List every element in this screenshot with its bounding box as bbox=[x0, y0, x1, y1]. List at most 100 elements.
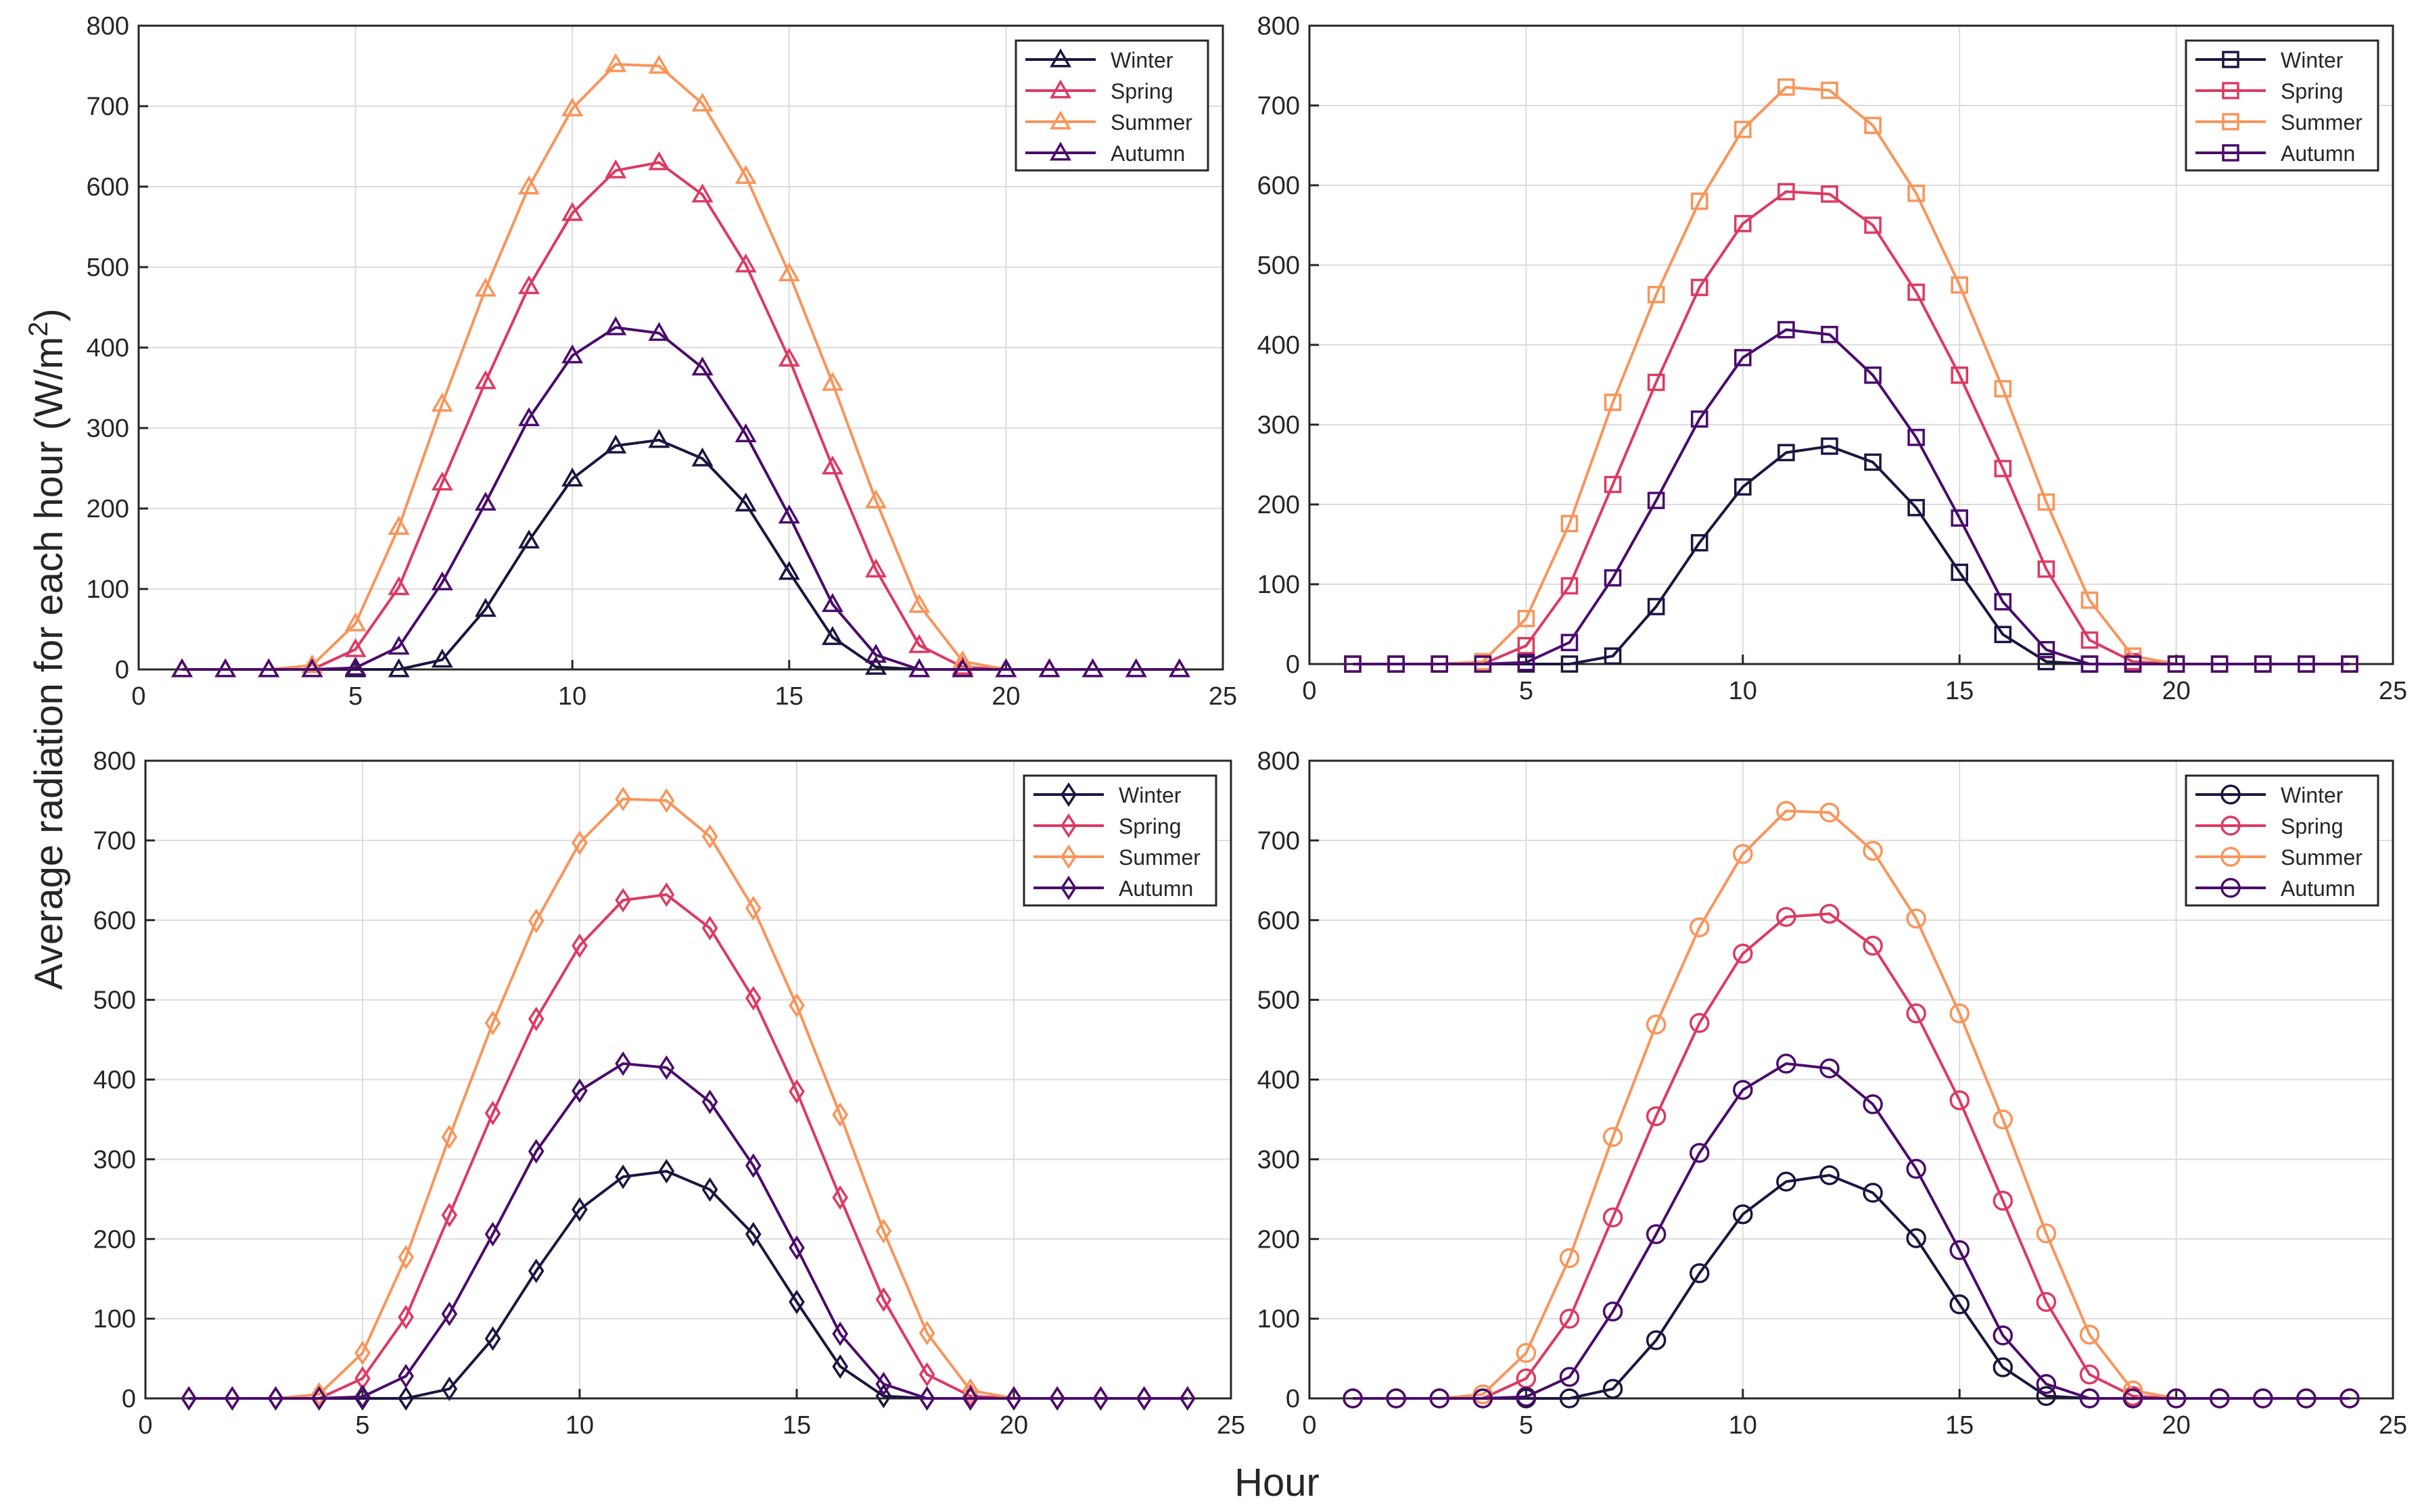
data-point-winter bbox=[2037, 653, 2055, 671]
data-point-autumn bbox=[2122, 1388, 2143, 1409]
y-tick-label: 200 bbox=[93, 1225, 136, 1254]
x-axis-label: Hour bbox=[1234, 1461, 1320, 1505]
legend-marker bbox=[1049, 48, 1072, 68]
data-point-autumn bbox=[398, 1363, 415, 1389]
data-point-spring bbox=[1733, 943, 1753, 964]
data-point-spring bbox=[1559, 1308, 1580, 1329]
data-point-winter bbox=[648, 429, 670, 448]
legend-marker bbox=[1061, 875, 1077, 901]
chart-panel-circle-markers: 0 5 10 15 20 25 0 100 200 300 400 500 600 700 800 Winte… bbox=[1257, 747, 2408, 1440]
data-point-winter bbox=[1863, 1183, 1883, 1203]
data-point-summer bbox=[1560, 515, 1579, 533]
legend: Winter Spring Summer Autumn bbox=[2185, 774, 2379, 907]
legend-marker bbox=[2220, 847, 2241, 867]
legend-item-summer: Summer bbox=[2195, 110, 2363, 135]
data-point-summer bbox=[2036, 1223, 2057, 1244]
data-point-autumn bbox=[518, 407, 540, 427]
data-point-spring bbox=[918, 1362, 935, 1387]
data-point-winter bbox=[398, 1386, 415, 1411]
data-point-summer bbox=[1776, 801, 1796, 822]
data-point-autumn bbox=[832, 1321, 849, 1346]
data-point-spring bbox=[1864, 216, 1882, 234]
legend-label: Autumn bbox=[1119, 876, 1193, 901]
legend-box bbox=[2185, 39, 2379, 172]
data-point-autumn bbox=[1647, 492, 1665, 509]
data-point-summer bbox=[431, 392, 453, 412]
data-point-spring bbox=[528, 1006, 544, 1032]
x-tick-label: 10 bbox=[565, 1411, 594, 1440]
legend-label: Autumn bbox=[2281, 876, 2355, 901]
data-point-winter bbox=[1560, 655, 1579, 673]
y-tick-label: 600 bbox=[1257, 172, 1300, 200]
data-point-autumn bbox=[1517, 653, 1535, 671]
data-point-spring bbox=[1646, 1106, 1667, 1127]
y-tick-label: 800 bbox=[1257, 747, 1300, 776]
y-tick-label: 700 bbox=[93, 827, 136, 855]
data-point-summer bbox=[865, 489, 887, 509]
data-point-autumn bbox=[2253, 1388, 2273, 1409]
data-point-spring bbox=[1821, 185, 1838, 203]
y-tick-label: 800 bbox=[1257, 12, 1300, 41]
data-point-summer bbox=[605, 53, 627, 72]
x-tick-label: 5 bbox=[1519, 677, 1533, 705]
data-point-summer bbox=[1777, 78, 1795, 96]
legend-marker bbox=[1049, 141, 1072, 161]
data-point-spring bbox=[572, 933, 588, 958]
x-tick-label: 25 bbox=[2379, 677, 2407, 705]
data-point-spring bbox=[658, 882, 675, 907]
legend-label: Autumn bbox=[1111, 141, 1185, 166]
data-point-winter bbox=[1906, 1228, 1926, 1248]
chart-panel-diamond-markers: 0 5 10 15 20 25 0 100 200 300 400 500 600 700 800 Winte… bbox=[93, 747, 1246, 1440]
data-point-summer bbox=[1993, 1109, 2014, 1130]
data-point-summer bbox=[1690, 192, 1708, 210]
legend-marker bbox=[1049, 79, 1072, 99]
data-point-summer bbox=[344, 612, 367, 632]
x-tick-label: 0 bbox=[1302, 677, 1316, 705]
legend-label: Winter bbox=[2281, 48, 2344, 72]
legend: Winter Spring Summer Autumn bbox=[2185, 39, 2379, 172]
y-tick-label: 800 bbox=[93, 747, 136, 776]
data-point-autumn bbox=[528, 1139, 544, 1164]
data-point-summer bbox=[2080, 591, 2099, 609]
data-point-summer bbox=[1994, 380, 2012, 398]
data-point-summer bbox=[1516, 1343, 1537, 1363]
data-point-summer bbox=[2037, 493, 2055, 511]
legend-item-winter: Winter bbox=[2195, 48, 2344, 72]
data-point-autumn bbox=[2210, 655, 2229, 673]
data-point-autumn bbox=[875, 1371, 892, 1396]
data-point-autumn bbox=[354, 1384, 371, 1409]
data-point-summer bbox=[310, 1381, 327, 1407]
legend-label: Summer bbox=[2281, 110, 2363, 135]
data-point-winter bbox=[735, 492, 757, 512]
data-point-autumn bbox=[441, 1301, 458, 1327]
data-point-autumn bbox=[865, 644, 887, 663]
y-axis-label: Average radiation for each hour (W/m2) bbox=[24, 308, 71, 990]
data-point-autumn bbox=[1387, 655, 1405, 673]
data-point-spring bbox=[1689, 1013, 1710, 1033]
y-tick-label: 0 bbox=[1286, 1385, 1300, 1413]
data-point-autumn bbox=[388, 636, 410, 655]
data-point-autumn bbox=[1049, 1386, 1066, 1411]
data-point-autumn bbox=[561, 344, 584, 364]
chart-panel-triangle-markers: 0 5 10 15 20 25 0 100 200 300 400 500 600 700 800 Winte… bbox=[87, 12, 1238, 711]
data-point-spring bbox=[1906, 1003, 1926, 1024]
data-point-summer bbox=[778, 262, 800, 282]
data-point-autumn bbox=[1516, 1386, 1537, 1407]
x-tick-label: 0 bbox=[138, 1411, 152, 1440]
data-point-autumn bbox=[301, 658, 323, 678]
data-point-autumn bbox=[2167, 655, 2185, 673]
data-point-spring bbox=[1602, 1207, 1623, 1228]
legend-marker bbox=[1049, 110, 1072, 130]
y-tick-label: 700 bbox=[1257, 827, 1300, 855]
legend-marker bbox=[2222, 113, 2239, 131]
data-point-autumn bbox=[2209, 1388, 2230, 1409]
y-tick-label: 500 bbox=[87, 254, 129, 282]
data-point-autumn bbox=[1474, 655, 1492, 673]
legend-label: Spring bbox=[1111, 79, 1173, 103]
data-point-autumn bbox=[615, 1051, 632, 1077]
x-tick-label: 25 bbox=[1217, 1411, 1245, 1440]
data-point-autumn bbox=[214, 658, 237, 678]
data-point-summer bbox=[388, 515, 410, 535]
data-point-autumn bbox=[2080, 655, 2099, 673]
data-point-spring bbox=[1734, 214, 1752, 233]
